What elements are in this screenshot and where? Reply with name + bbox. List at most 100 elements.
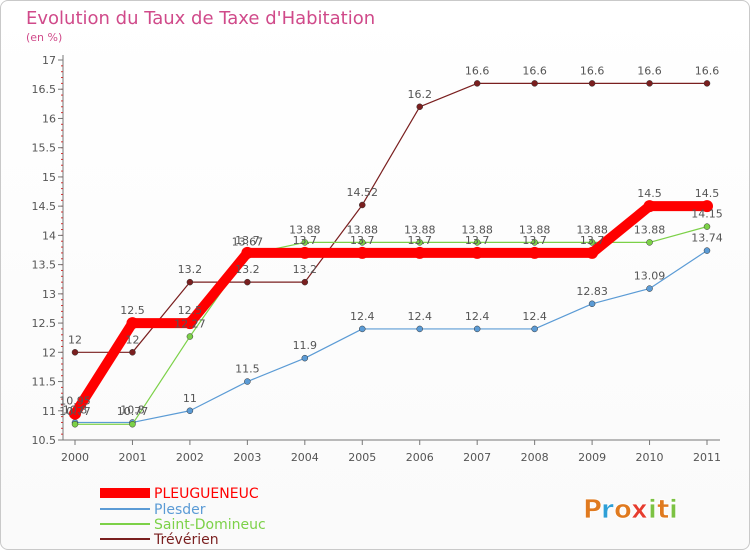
data-label: 12.4	[407, 310, 432, 323]
data-point	[528, 246, 541, 259]
data-point	[588, 239, 596, 246]
y-tick-label: 16.5	[32, 83, 57, 96]
data-label: 14.5	[637, 187, 662, 200]
data-point	[646, 80, 653, 87]
data-point	[126, 317, 139, 330]
axes: 10.5 11 11.5 12 12.5 13 13.5 14 14.5 15 15.5 16 16.5…	[32, 54, 722, 464]
y-tick-label: 15	[42, 171, 56, 184]
data-label: 13.67	[232, 236, 264, 249]
series-trévérien	[71, 80, 711, 356]
data-label: 13.74	[691, 232, 723, 245]
legend-item-pleugueneuc: PLEUGUENEUC	[100, 486, 259, 502]
x-tick-label: 2004	[291, 451, 319, 464]
x-tick-label: 2010	[636, 451, 664, 464]
data-label: 11.9	[293, 339, 318, 352]
data-label: 12.5	[178, 304, 203, 317]
data-point	[71, 349, 79, 356]
x-tick-label: 2008	[521, 451, 549, 464]
legend: PLEUGUENEUCPlesderSaint-DomineucTrévérie…	[100, 486, 266, 548]
data-label: 13.7	[407, 234, 432, 247]
x-tick-label: 2005	[348, 451, 376, 464]
y-tick-label: 14	[42, 229, 56, 242]
data-label: 16.2	[407, 88, 432, 101]
data-label: 13.7	[235, 234, 260, 247]
data-label: 16.6	[465, 64, 490, 77]
data-point	[186, 407, 194, 415]
data-label: 13.7	[350, 234, 375, 247]
logo-letter: i	[669, 495, 678, 525]
x-tick-label: 2002	[176, 451, 204, 464]
data-point	[244, 378, 251, 385]
data-label: 10.8	[63, 403, 88, 416]
data-point	[186, 333, 194, 340]
data-label: 10.95	[59, 395, 91, 408]
x-tick-label: 2007	[463, 451, 491, 464]
series-line	[70, 201, 712, 419]
x-tick-label: 2001	[118, 451, 146, 464]
data-point	[531, 325, 538, 333]
legend-label: Saint-Domineuc	[154, 517, 266, 533]
data-label: 12	[125, 333, 139, 346]
data-point	[703, 223, 711, 230]
data-label: 13.2	[178, 263, 203, 276]
data-label: 13.09	[634, 270, 666, 283]
x-tick-label: 2000	[61, 451, 89, 464]
data-point	[473, 239, 481, 246]
data-label: 13.88	[576, 223, 608, 236]
series-layer: 12 12 13.2 13.2 13.2 14.52 16.2 16.6 16.6 16.6 16.…	[59, 64, 723, 428]
y-tick-label: 14.5	[32, 200, 57, 213]
data-point	[301, 239, 309, 246]
data-point	[588, 300, 596, 308]
data-point	[298, 246, 311, 259]
data-point	[129, 420, 136, 428]
data-point	[71, 420, 79, 428]
y-tick-label: 16	[42, 112, 56, 125]
series-plesder	[71, 247, 711, 426]
logo-letter: t	[657, 495, 669, 525]
data-point	[413, 246, 426, 259]
y-tick-label: 12.5	[32, 317, 57, 330]
x-tick-label: 2006	[406, 451, 434, 464]
x-tick-label: 2009	[578, 451, 606, 464]
data-label: 13.2	[235, 263, 260, 276]
y-tick-label: 11	[42, 405, 56, 418]
series-line	[74, 249, 708, 424]
data-point	[588, 80, 596, 87]
data-point	[473, 325, 481, 333]
data-point	[473, 80, 481, 87]
legend-item-saint-domineuc: Saint-Domineuc	[100, 517, 266, 533]
data-label: 16.6	[637, 64, 662, 77]
data-label: 12	[68, 333, 82, 346]
proxiti-logo: Pr o x i t i	[583, 495, 679, 526]
data-label: 13.88	[519, 223, 551, 236]
data-point	[586, 246, 599, 259]
data-label: 10.8	[120, 403, 145, 416]
legend-item-plesder: Plesder	[100, 502, 206, 518]
x-tick-label: 2011	[693, 451, 721, 464]
y-tick-label: 10.5	[32, 434, 57, 447]
legend-label: Trévérien	[153, 532, 219, 548]
logo-letter: i	[648, 495, 657, 525]
data-label: 13.88	[461, 223, 493, 236]
data-point	[186, 278, 194, 286]
data-label: 11	[183, 392, 197, 405]
y-tick-label: 13.5	[32, 259, 57, 272]
data-label: 10.77	[117, 405, 149, 418]
x-tick-label: 2003	[233, 451, 261, 464]
data-point	[356, 246, 369, 259]
data-point	[416, 325, 423, 333]
data-label: 12.83	[576, 285, 608, 298]
data-label: 12.27	[174, 318, 206, 331]
data-label: 14.5	[695, 187, 720, 200]
data-point	[359, 239, 366, 246]
data-label: 13.7	[522, 234, 547, 247]
data-label: 13.7	[580, 234, 605, 247]
legend-item-trévérien: Trévérien	[100, 532, 219, 548]
data-label: 14.15	[691, 208, 723, 221]
logo-letter: o	[614, 495, 632, 525]
legend-label: PLEUGUENEUC	[154, 486, 259, 502]
data-point	[129, 349, 136, 356]
data-label: 16.6	[580, 64, 605, 77]
data-label: 12.4	[522, 310, 547, 323]
